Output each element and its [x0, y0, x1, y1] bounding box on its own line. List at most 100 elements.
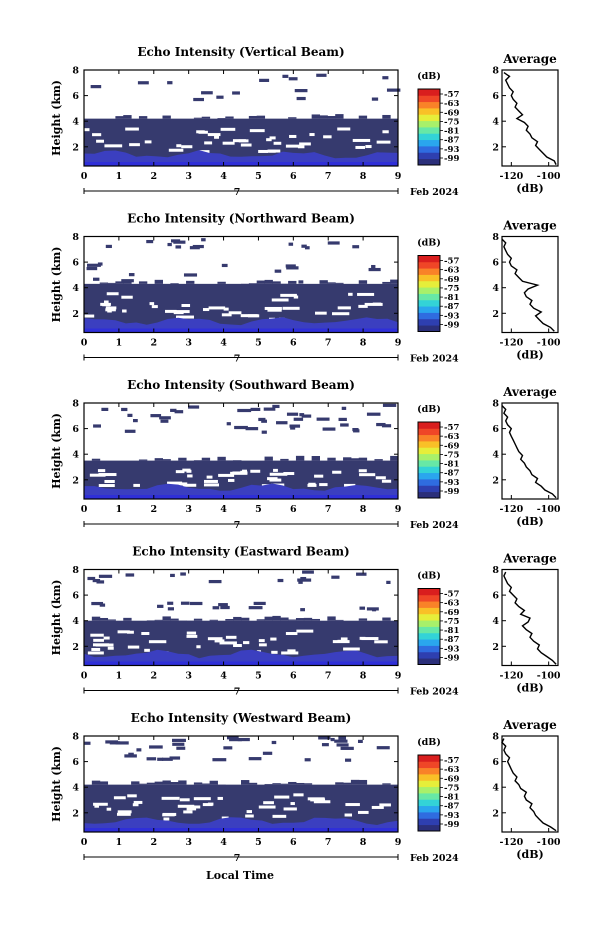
echo-gap — [176, 470, 185, 473]
colorbar-segment — [418, 774, 440, 781]
echo-gap — [271, 651, 277, 654]
sparse-echo — [382, 76, 388, 79]
echo-layer-edge — [163, 616, 171, 620]
x-tick-label: 8 — [360, 171, 367, 182]
profile-x-axis-label: (dB) — [516, 515, 543, 528]
sparse-echo — [290, 426, 295, 429]
sparse-echo — [331, 738, 335, 741]
sparse-echo — [175, 245, 181, 248]
y-tick-label: 8 — [72, 66, 79, 77]
colorbar-segment — [418, 422, 440, 429]
y-tick-label: 8 — [72, 732, 79, 743]
sparse-echo — [110, 741, 120, 744]
sparse-echo — [328, 241, 340, 244]
y-axis-label: Height (km) — [50, 580, 63, 656]
echo-gap — [296, 630, 313, 633]
colorbar-segment — [418, 793, 440, 800]
sparse-echo — [278, 579, 284, 582]
echo-gap — [92, 133, 101, 136]
x-tick-label: 4 — [220, 171, 227, 182]
echo-gap — [176, 144, 181, 147]
profile-line — [504, 572, 556, 664]
echo-gap — [181, 145, 192, 148]
date-day-label: 7 — [234, 853, 241, 864]
sparse-echo — [298, 280, 303, 283]
sparse-echo — [341, 747, 354, 750]
profile-y-tick-label: 4 — [492, 450, 499, 461]
echo-gap — [283, 307, 300, 310]
echo-gap — [314, 475, 323, 478]
sparse-echo — [372, 98, 378, 101]
colorbar-segment — [418, 485, 440, 492]
sparse-echo — [377, 746, 390, 749]
sparse-echo — [229, 738, 242, 741]
sparse-echo — [190, 602, 202, 605]
echo-gap — [204, 141, 212, 144]
echo-layer-edge — [108, 619, 116, 620]
colorbar-segment — [418, 127, 440, 134]
echo-gap — [203, 308, 209, 311]
sparse-echo — [138, 81, 149, 84]
sparse-echo — [99, 575, 112, 578]
echo-gap — [125, 128, 139, 131]
colorbar-unit-label: (dB) — [417, 71, 441, 82]
profile-x-axis-label: (dB) — [516, 848, 543, 861]
echo-layer-edge — [92, 617, 100, 621]
panel-title: Echo Intensity (Westward Beam) — [131, 711, 352, 725]
echo-layer-edge — [312, 114, 320, 118]
date-month-year-label: Feb 2024 — [410, 187, 459, 198]
echo-gap — [121, 296, 132, 299]
echo-gap — [357, 293, 374, 296]
colorbar-segment — [418, 460, 440, 467]
echo-gap — [358, 305, 367, 308]
echo-layer-edge — [131, 781, 139, 784]
echo-gap — [266, 138, 272, 141]
x-tick-label: 1 — [116, 171, 123, 182]
y-tick-label: 6 — [72, 91, 79, 102]
echo-gap — [226, 636, 237, 639]
profile-x-axis-label: (dB) — [516, 182, 543, 195]
echo-layer-edge — [163, 780, 171, 784]
echo-gap — [259, 806, 276, 809]
panel-title: Echo Intensity (Eastward Beam) — [132, 545, 349, 559]
echo-gap — [214, 136, 219, 139]
date-month-year-label: Feb 2024 — [410, 354, 459, 365]
x-tick-label: 5 — [255, 671, 262, 682]
echo-layer-edge — [194, 619, 202, 621]
profile-x-tick-label: -120 — [499, 671, 523, 682]
colorbar-unit-label: (dB) — [417, 404, 441, 415]
y-tick-label: 6 — [72, 424, 79, 435]
profile-y-tick-label: 8 — [492, 66, 499, 77]
sparse-echo — [147, 757, 157, 760]
sparse-echo — [294, 418, 303, 421]
strong-echo-base — [84, 329, 398, 333]
colorbar-segment — [418, 799, 440, 806]
sparse-echo — [188, 405, 199, 408]
sparse-echo — [338, 737, 346, 740]
sparse-echo — [167, 243, 171, 246]
sparse-echo — [298, 581, 302, 584]
echo-gap — [108, 647, 114, 650]
echo-gap — [104, 637, 110, 640]
sparse-echo — [369, 268, 381, 271]
x-tick-label: 9 — [395, 837, 402, 848]
profile-line — [504, 73, 556, 165]
echo-gap — [107, 292, 119, 295]
profile-y-tick-label: 4 — [492, 117, 499, 128]
sparse-echo — [382, 424, 391, 427]
sparse-echo — [216, 96, 223, 99]
echo-gap — [221, 128, 236, 131]
echo-gap — [309, 133, 314, 136]
echo-layer-edge — [312, 456, 320, 461]
echo-gap — [98, 469, 105, 472]
colorbar-segment — [418, 287, 440, 294]
echo-gap — [286, 632, 298, 635]
echo-gap — [273, 815, 287, 818]
echo-gap — [91, 648, 100, 651]
y-axis-label: Height (km) — [50, 746, 63, 822]
date-day-label: 7 — [234, 520, 241, 531]
echo-layer-edge — [225, 619, 233, 621]
echo-gap — [152, 305, 158, 308]
echo-gap — [84, 315, 94, 318]
